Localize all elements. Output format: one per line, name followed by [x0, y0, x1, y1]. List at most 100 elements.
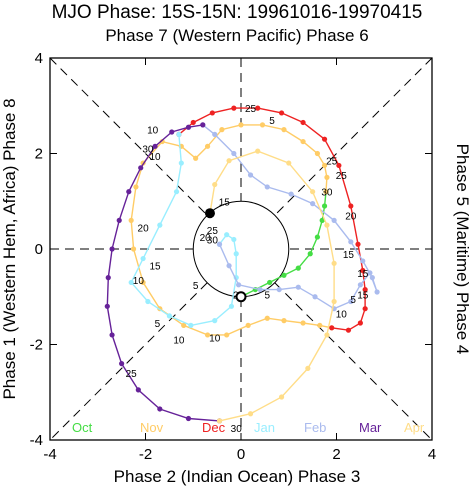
data-point-nov: [219, 127, 225, 133]
day-label: 20: [200, 233, 212, 244]
data-point-dec: [360, 267, 366, 274]
day-label: 30: [321, 188, 333, 199]
day-label: 10: [133, 276, 145, 287]
data-point-feb: [357, 282, 363, 288]
data-point-apr: [247, 411, 254, 417]
data-point-apr: [286, 160, 292, 166]
data-point-nov: [321, 162, 328, 169]
data-point-mar: [109, 246, 115, 252]
data-point-oct: [267, 279, 273, 286]
day-label: 15: [357, 269, 369, 280]
data-point-mar: [105, 275, 111, 281]
data-point-nov: [133, 184, 139, 190]
data-point-apr: [324, 332, 330, 338]
data-point-feb: [216, 241, 223, 247]
y-tick-label: 0: [35, 241, 43, 258]
data-point-dec: [190, 119, 196, 126]
data-point-nov: [300, 320, 306, 326]
data-point-jan: [157, 222, 163, 228]
data-point-apr: [305, 365, 311, 371]
data-point-oct: [281, 272, 287, 278]
data-point-feb: [257, 286, 263, 293]
data-point-mar: [169, 129, 175, 135]
top-phase-label: Phase 7 (Western Pacific) Phase 6: [105, 26, 369, 45]
data-point-apr: [278, 394, 285, 400]
data-point-feb: [310, 201, 316, 207]
data-point-mar: [185, 124, 192, 130]
data-point-dec: [336, 162, 342, 169]
data-point-feb: [264, 184, 270, 190]
day-label: 10: [147, 126, 159, 137]
data-point-feb: [367, 270, 373, 276]
data-point-dec: [255, 105, 261, 111]
data-point-mar: [109, 332, 115, 338]
legend-entry-dec: Dec: [202, 420, 226, 435]
legend-entry-mar: Mar: [359, 420, 382, 435]
data-point-apr: [324, 222, 330, 228]
day-label: 10: [149, 152, 161, 163]
data-point-jan: [228, 303, 235, 309]
data-point-jan: [176, 131, 182, 137]
day-label: 15: [219, 197, 231, 208]
data-point-apr: [226, 158, 232, 164]
data-point-oct: [307, 251, 313, 257]
series-line-mar: [106, 124, 220, 422]
day-label: 30: [142, 145, 154, 156]
data-point-mar: [200, 122, 206, 128]
day-label: 30: [231, 424, 243, 435]
data-point-feb: [295, 284, 301, 290]
series-line-oct: [240, 191, 327, 298]
data-point-nov: [159, 138, 165, 145]
series-line-apr: [209, 150, 335, 422]
data-point-oct: [295, 265, 301, 271]
data-point-apr: [212, 181, 218, 188]
data-point-nov: [140, 279, 146, 286]
data-point-nov: [204, 143, 211, 149]
data-point-feb: [231, 150, 237, 157]
data-point-mar: [126, 189, 132, 195]
day-label: 5: [193, 281, 199, 292]
data-point-nov: [317, 322, 323, 328]
day-label: 5: [155, 319, 161, 330]
bottom-phase-label: Phase 2 (Indian Ocean) Phase 3: [113, 467, 361, 486]
x-tick-label: -4: [43, 446, 56, 463]
data-point-jan: [166, 313, 172, 319]
data-point-jan: [231, 236, 237, 243]
x-tick-label: 2: [332, 446, 340, 463]
data-point-feb: [226, 263, 232, 269]
data-point-nov: [204, 332, 211, 338]
day-label: 10: [209, 333, 221, 344]
data-point-feb: [276, 286, 282, 293]
diagonal-line: [49, 282, 208, 441]
legend-entry-oct: Oct: [72, 420, 93, 435]
y-tick-label: -4: [30, 432, 43, 449]
data-point-feb: [288, 191, 294, 197]
y-tick-label: 4: [35, 50, 43, 67]
data-point-oct: [314, 234, 320, 240]
day-label: 5: [264, 290, 270, 301]
data-point-jan: [212, 318, 218, 324]
legend-entry-apr: Apr: [404, 420, 425, 435]
day-label: 15: [343, 250, 355, 261]
data-point-mar: [152, 143, 158, 149]
day-label: 10: [173, 336, 185, 347]
data-point-dec: [362, 306, 368, 312]
day-label: 5: [350, 295, 356, 306]
x-tick-label: -2: [139, 446, 152, 463]
data-point-apr: [310, 189, 316, 195]
data-point-dec: [231, 105, 237, 111]
data-point-dec: [321, 136, 328, 142]
data-point-dec: [355, 241, 361, 247]
y-tick-label: -2: [30, 337, 43, 354]
data-point-nov: [264, 315, 270, 321]
day-label: 15: [149, 262, 161, 273]
data-point-jan: [173, 189, 180, 195]
data-point-jan: [140, 255, 146, 262]
data-point-apr: [331, 260, 337, 266]
data-point-nov: [224, 332, 230, 338]
day-label: 20: [345, 212, 357, 223]
day-label: 25: [326, 157, 338, 168]
series-line-nov: [130, 124, 332, 336]
data-point-dec: [278, 110, 285, 116]
x-tick-label: 4: [428, 446, 436, 463]
